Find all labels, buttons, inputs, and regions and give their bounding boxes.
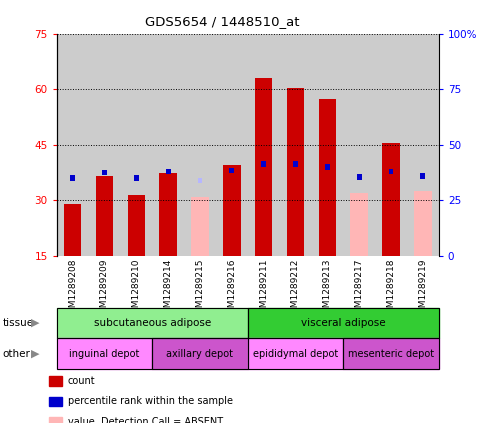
Bar: [293, 161, 298, 167]
Text: axillary depot: axillary depot: [167, 349, 234, 359]
Bar: [421, 173, 425, 179]
Bar: [407, 34, 439, 256]
Bar: [120, 34, 152, 256]
Text: GDS5654 / 1448510_at: GDS5654 / 1448510_at: [144, 15, 299, 28]
Text: count: count: [68, 376, 95, 386]
Bar: [255, 78, 273, 256]
Bar: [152, 34, 184, 256]
Bar: [318, 99, 336, 256]
Bar: [57, 34, 89, 256]
Bar: [166, 169, 171, 174]
Bar: [223, 165, 241, 256]
Bar: [261, 161, 266, 167]
Text: ▶: ▶: [31, 318, 39, 328]
Bar: [89, 34, 120, 256]
Text: other: other: [2, 349, 31, 359]
Bar: [287, 88, 304, 256]
Bar: [312, 34, 343, 256]
Bar: [247, 34, 280, 256]
Text: ▶: ▶: [31, 349, 39, 359]
Bar: [414, 191, 431, 256]
Text: percentile rank within the sample: percentile rank within the sample: [68, 396, 233, 406]
Text: subcutaneous adipose: subcutaneous adipose: [94, 318, 211, 328]
Bar: [351, 193, 368, 256]
Bar: [96, 176, 113, 256]
Bar: [198, 178, 203, 183]
Bar: [382, 143, 400, 256]
Bar: [64, 204, 81, 256]
Bar: [325, 164, 330, 170]
Bar: [357, 174, 362, 180]
Bar: [70, 176, 75, 181]
Text: epididymal depot: epididymal depot: [253, 349, 338, 359]
Bar: [159, 173, 177, 256]
Bar: [280, 34, 312, 256]
Bar: [184, 34, 216, 256]
Text: mesenteric depot: mesenteric depot: [348, 349, 434, 359]
Bar: [216, 34, 247, 256]
Bar: [134, 176, 139, 181]
Text: visceral adipose: visceral adipose: [301, 318, 386, 328]
Bar: [343, 34, 375, 256]
Bar: [128, 195, 145, 256]
Bar: [191, 197, 209, 256]
Text: inguinal depot: inguinal depot: [70, 349, 140, 359]
Bar: [102, 170, 107, 176]
Text: value, Detection Call = ABSENT: value, Detection Call = ABSENT: [68, 417, 223, 423]
Bar: [229, 168, 234, 173]
Bar: [388, 169, 393, 174]
Text: tissue: tissue: [2, 318, 34, 328]
Bar: [375, 34, 407, 256]
